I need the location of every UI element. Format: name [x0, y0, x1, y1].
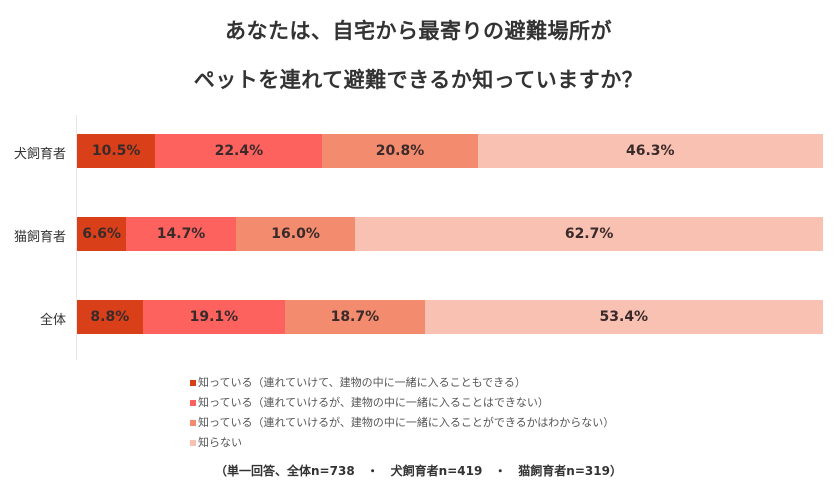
segment-know-cannot-enter: 22.4% [155, 134, 323, 168]
legend-label: 知っている（連れていけるが、建物の中に一緒に入ることができるかはわからない） [198, 416, 615, 429]
bar-cat-owners: 6.6% 14.7% 16.0% 62.7% [77, 217, 823, 251]
legend-label: 知っている（連れていけるが、建物の中に一緒に入ることはできない） [198, 396, 549, 409]
legend-swatch-icon [190, 440, 196, 446]
segment-know-cannot-enter: 19.1% [142, 300, 286, 334]
segment-know-cannot-enter: 14.7% [126, 217, 236, 251]
legend-swatch-icon [190, 380, 196, 386]
chart-title-line2: ペットを連れて避難できるか知っていますか？ [193, 68, 644, 92]
segment-dont-know: 53.4% [424, 300, 823, 334]
sample-size-note: （単一回答、全体n=738 ・ 犬飼育者n=419 ・ 猫飼育者n=319） [215, 464, 622, 478]
segment-know-can-enter: 10.5% [77, 134, 156, 168]
segment-know-unsure: 16.0% [235, 217, 356, 251]
segment-dont-know: 46.3% [477, 134, 823, 168]
row-label-cat-owners: 猫飼育者 [13, 230, 66, 245]
bar-overall: 8.8% 19.1% 18.7% 53.4% [77, 300, 823, 334]
legend-label: 知らない [198, 436, 242, 449]
segment-know-unsure: 18.7% [285, 300, 425, 334]
legend-label: 知っている（連れていけて、建物の中に一緒に入ることもできる） [198, 376, 526, 389]
segment-know-can-enter: 8.8% [77, 300, 143, 334]
segment-know-unsure: 20.8% [322, 134, 478, 168]
legend-item-know-unsure: 知っている（連れていけるが、建物の中に一緒に入ることができるかはわからない） [190, 413, 614, 433]
legend-item-dont-know: 知らない [190, 433, 614, 453]
chart-legend: 知っている（連れていけて、建物の中に一緒に入ることもできる） 知っている（連れて… [190, 373, 614, 453]
row-label-overall: 全体 [39, 313, 66, 328]
segment-know-can-enter: 6.6% [77, 217, 127, 251]
segment-dont-know: 62.7% [355, 217, 823, 251]
y-axis-line [76, 115, 77, 360]
legend-item-know-can-enter: 知っている（連れていけて、建物の中に一緒に入ることもできる） [190, 373, 614, 393]
chart-title-line1: あなたは、自宅から最寄りの避難場所が [225, 19, 612, 43]
legend-item-know-cannot-enter: 知っている（連れていけるが、建物の中に一緒に入ることはできない） [190, 393, 614, 413]
row-label-dog-owners: 犬飼育者 [13, 147, 66, 162]
bar-dog-owners: 10.5% 22.4% 20.8% 46.3% [77, 134, 823, 168]
legend-swatch-icon [190, 400, 196, 406]
legend-swatch-icon [190, 420, 196, 426]
